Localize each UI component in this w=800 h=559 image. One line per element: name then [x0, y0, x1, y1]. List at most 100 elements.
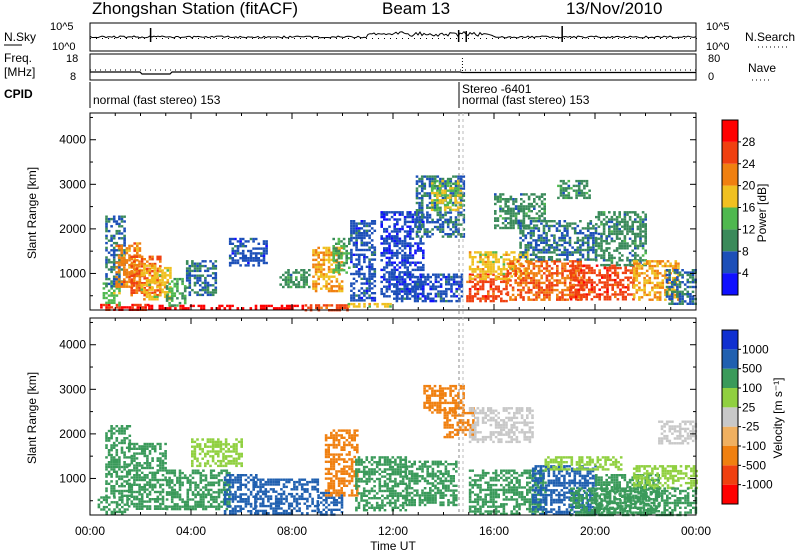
heatmap-cell [121, 471, 124, 473]
heatmap-cell [176, 506, 179, 508]
heatmap-cell [141, 260, 144, 262]
heatmap-cell [121, 220, 124, 222]
heatmap-cell [141, 448, 144, 450]
heatmap-cell [338, 283, 341, 285]
heatmap-cell [631, 250, 634, 252]
heatmap-cell [204, 265, 207, 267]
heatmap-cell [634, 252, 637, 254]
heatmap-cell [584, 234, 587, 236]
heatmap-cell [290, 281, 293, 283]
heatmap-cell [450, 235, 453, 237]
heatmap-cell [340, 264, 343, 266]
heatmap-cell [548, 230, 551, 232]
heatmap-cell [582, 256, 585, 258]
heatmap-cell [656, 265, 659, 267]
heatmap-cell [418, 231, 421, 233]
heatmap-cell [656, 277, 659, 279]
heatmap-cell [159, 258, 162, 260]
heatmap-cell [546, 287, 549, 289]
heatmap-cell [146, 462, 149, 464]
heatmap-cell [570, 286, 573, 288]
heatmap-cell [105, 468, 108, 470]
heatmap-cell [345, 252, 348, 254]
heatmap-cell [519, 256, 522, 258]
heatmap-cell [391, 211, 394, 213]
heatmap-cell [149, 479, 152, 481]
heatmap-cell [192, 482, 195, 484]
heatmap-cell [540, 277, 543, 279]
heatmap-cell [255, 255, 258, 257]
heatmap-cell [137, 306, 140, 308]
heatmap-cell [168, 491, 171, 493]
heatmap-cell [442, 290, 445, 292]
heatmap-cell [636, 291, 639, 293]
heatmap-cell [588, 281, 591, 283]
heatmap-cell [509, 260, 512, 262]
heatmap-cell [421, 226, 424, 228]
heatmap-cell [380, 214, 383, 216]
heatmap-cell [136, 252, 139, 254]
heatmap-cell [161, 277, 164, 279]
heatmap-cell [123, 430, 126, 432]
heatmap-cell [328, 268, 331, 270]
heatmap-cell [118, 278, 121, 280]
heatmap-cell [581, 182, 584, 184]
heatmap-cell [409, 283, 412, 285]
heatmap-cell [113, 254, 116, 256]
heatmap-cell [126, 475, 129, 477]
heatmap-cell [215, 491, 218, 493]
heatmap-cell [133, 496, 136, 498]
heatmap-cell [207, 282, 210, 284]
heatmap-cell [566, 222, 569, 224]
heatmap-cell [409, 247, 412, 249]
heatmap-cell [419, 250, 422, 252]
heatmap-cell [323, 259, 326, 261]
heatmap-cell [595, 230, 598, 232]
heatmap-cell [528, 203, 531, 205]
heatmap-cell [317, 268, 320, 270]
heatmap-cell [396, 230, 399, 232]
heatmap-cell [386, 286, 389, 288]
heatmap-cell [386, 295, 389, 297]
heatmap-cell [580, 272, 583, 274]
heatmap-cell [128, 250, 131, 252]
heatmap-cell [138, 445, 141, 447]
heatmap-cell [263, 255, 266, 257]
heatmap-cell [466, 298, 469, 300]
heatmap-cell [627, 279, 630, 281]
heatmap-cell [386, 257, 389, 259]
heatmap-cell [494, 227, 497, 229]
heatmap-cell [538, 227, 541, 229]
heatmap-cell [330, 290, 333, 292]
heatmap-cell [591, 272, 594, 274]
heatmap-cell [141, 269, 144, 271]
heatmap-cell [538, 272, 541, 274]
heatmap-cell [130, 282, 133, 284]
heatmap-cell [409, 214, 412, 216]
heatmap-cell [572, 291, 575, 293]
heatmap-cell [113, 285, 116, 287]
heatmap-cell [556, 242, 559, 244]
heatmap-cell [551, 267, 554, 269]
heatmap-cell [136, 484, 139, 486]
heatmap-cell [421, 180, 424, 182]
heatmap-cell [636, 263, 639, 265]
heatmap-cell [477, 261, 480, 263]
heatmap-cell [409, 250, 412, 252]
heatmap-cell [543, 205, 546, 207]
heatmap-cell [551, 234, 554, 236]
heatmap-cell [439, 199, 442, 201]
heatmap-cell [535, 272, 538, 274]
heatmap-cell [583, 187, 586, 189]
heatmap-cell [237, 247, 240, 249]
heatmap-cell [659, 260, 662, 262]
heatmap-cell [499, 200, 502, 202]
heatmap-cell [325, 276, 328, 278]
heatmap-cell [200, 472, 203, 474]
heatmap-cell [338, 243, 341, 245]
heatmap-cell [517, 205, 520, 207]
heatmap-cell [396, 240, 399, 242]
heatmap-cell [159, 260, 162, 262]
heatmap-cell [151, 296, 154, 298]
heatmap-cell [215, 474, 218, 476]
